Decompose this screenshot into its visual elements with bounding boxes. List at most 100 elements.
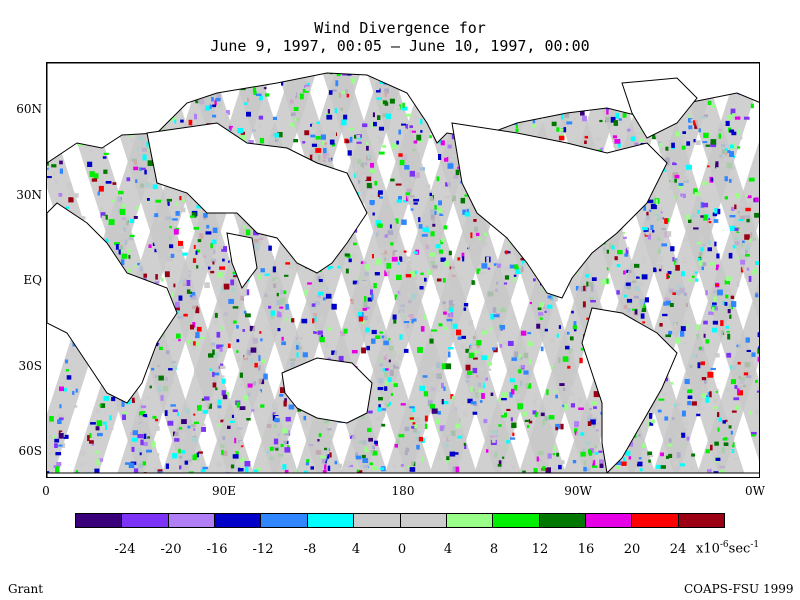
divergence-sample — [409, 125, 413, 128]
divergence-sample — [59, 386, 64, 392]
divergence-sample — [511, 464, 516, 469]
divergence-sample — [239, 406, 246, 410]
divergence-sample — [291, 318, 295, 323]
divergence-sample — [478, 389, 484, 393]
divergence-sample — [740, 266, 744, 273]
divergence-sample — [355, 455, 362, 460]
divergence-sample — [258, 355, 261, 361]
divergence-sample — [221, 378, 226, 384]
divergence-sample — [657, 255, 663, 262]
divergence-sample — [455, 300, 458, 303]
divergence-sample — [371, 329, 377, 335]
divergence-sample — [570, 392, 575, 396]
divergence-sample — [732, 245, 738, 249]
divergence-sample — [346, 93, 350, 98]
divergence-sample — [688, 279, 693, 282]
divergence-sample — [639, 138, 644, 142]
divergence-sample — [356, 469, 360, 472]
divergence-sample — [502, 456, 505, 459]
divergence-sample — [548, 415, 555, 420]
divergence-sample — [644, 297, 649, 303]
divergence-sample — [726, 449, 733, 452]
divergence-sample — [379, 80, 384, 84]
divergence-sample — [404, 165, 410, 170]
divergence-sample — [293, 107, 299, 111]
divergence-sample — [680, 134, 686, 141]
divergence-sample — [627, 247, 630, 250]
divergence-sample — [212, 261, 215, 265]
divergence-sample — [292, 320, 295, 326]
divergence-sample — [392, 465, 397, 468]
divergence-sample — [638, 457, 642, 460]
divergence-sample — [473, 219, 477, 222]
divergence-sample — [240, 134, 247, 141]
divergence-sample — [487, 424, 490, 431]
divergence-sample — [745, 254, 750, 257]
colorbar-label: -8 — [303, 542, 317, 557]
divergence-sample — [377, 223, 383, 228]
divergence-sample — [729, 314, 732, 319]
divergence-sample — [326, 162, 332, 167]
divergence-sample — [305, 86, 311, 91]
land-mass — [226, 232, 258, 290]
divergence-sample — [637, 282, 644, 287]
divergence-sample — [705, 144, 710, 147]
divergence-sample — [715, 264, 720, 271]
divergence-sample — [208, 353, 214, 358]
divergence-sample — [394, 294, 398, 301]
divergence-sample — [634, 142, 639, 146]
divergence-sample — [710, 367, 716, 371]
divergence-sample — [435, 353, 440, 357]
divergence-sample — [215, 97, 221, 102]
divergence-sample — [743, 372, 749, 376]
divergence-sample — [568, 390, 574, 394]
divergence-sample — [664, 218, 668, 224]
divergence-sample — [447, 144, 452, 149]
divergence-sample — [703, 320, 708, 325]
divergence-sample — [422, 375, 428, 378]
divergence-sample — [103, 169, 108, 174]
divergence-sample — [471, 280, 475, 285]
divergence-sample — [731, 207, 736, 211]
divergence-sample — [167, 201, 170, 206]
divergence-sample — [636, 461, 643, 467]
divergence-sample — [694, 192, 701, 196]
divergence-sample — [344, 253, 350, 257]
divergence-sample — [380, 338, 384, 343]
divergence-sample — [626, 298, 633, 303]
divergence-sample — [621, 461, 627, 466]
divergence-sample — [48, 452, 53, 455]
divergence-sample — [729, 151, 734, 157]
divergence-sample — [192, 258, 197, 263]
divergence-sample — [244, 466, 249, 473]
divergence-sample — [279, 306, 284, 313]
divergence-sample — [277, 311, 282, 318]
divergence-sample — [518, 369, 522, 374]
divergence-sample — [157, 452, 160, 457]
divergence-sample — [598, 450, 603, 453]
divergence-sample — [189, 215, 195, 218]
divergence-sample — [434, 205, 437, 210]
divergence-sample — [755, 261, 759, 265]
divergence-sample — [382, 100, 388, 105]
divergence-sample — [212, 227, 218, 233]
divergence-sample — [648, 455, 654, 458]
divergence-sample — [369, 200, 375, 205]
divergence-sample — [522, 260, 525, 266]
divergence-sample — [674, 178, 677, 183]
divergence-sample — [137, 434, 144, 439]
divergence-sample — [238, 453, 242, 460]
divergence-sample — [442, 210, 445, 215]
divergence-sample — [403, 250, 407, 253]
divergence-sample — [417, 139, 423, 143]
divergence-sample — [624, 294, 627, 298]
divergence-sample — [285, 304, 289, 310]
divergence-sample — [372, 212, 375, 216]
divergence-sample — [194, 113, 197, 120]
divergence-sample — [595, 137, 601, 141]
divergence-sample — [317, 439, 320, 442]
divergence-sample — [56, 462, 62, 467]
divergence-sample — [673, 322, 677, 328]
divergence-sample — [159, 259, 166, 265]
divergence-sample — [318, 291, 324, 296]
